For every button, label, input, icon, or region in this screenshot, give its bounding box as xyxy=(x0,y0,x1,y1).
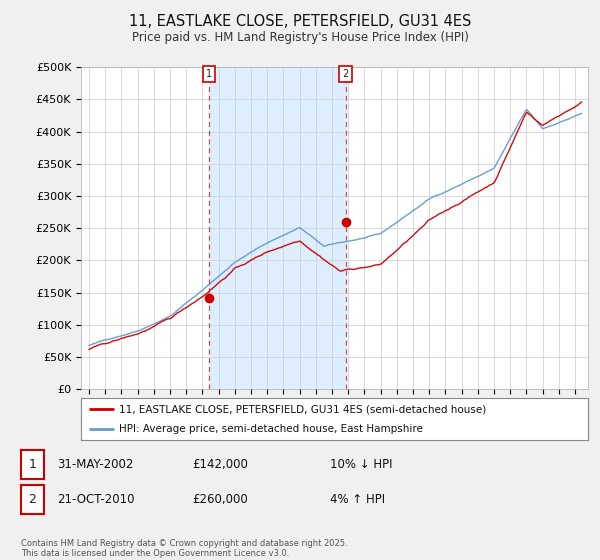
Text: £260,000: £260,000 xyxy=(192,493,248,506)
Text: 10% ↓ HPI: 10% ↓ HPI xyxy=(330,458,392,471)
Text: 21-OCT-2010: 21-OCT-2010 xyxy=(57,493,134,506)
Text: 1: 1 xyxy=(28,458,37,471)
Text: 11, EASTLAKE CLOSE, PETERSFIELD, GU31 4ES: 11, EASTLAKE CLOSE, PETERSFIELD, GU31 4E… xyxy=(129,14,471,29)
Text: HPI: Average price, semi-detached house, East Hampshire: HPI: Average price, semi-detached house,… xyxy=(119,424,423,434)
Text: 31-MAY-2002: 31-MAY-2002 xyxy=(57,458,133,471)
Text: £142,000: £142,000 xyxy=(192,458,248,471)
Text: 11, EASTLAKE CLOSE, PETERSFIELD, GU31 4ES (semi-detached house): 11, EASTLAKE CLOSE, PETERSFIELD, GU31 4E… xyxy=(119,404,486,414)
Bar xyxy=(209,67,346,389)
Text: Contains HM Land Registry data © Crown copyright and database right 2025.
This d: Contains HM Land Registry data © Crown c… xyxy=(21,539,347,558)
Text: 1: 1 xyxy=(206,69,212,78)
Text: 4% ↑ HPI: 4% ↑ HPI xyxy=(330,493,385,506)
Text: 2: 2 xyxy=(28,493,37,506)
Text: Price paid vs. HM Land Registry's House Price Index (HPI): Price paid vs. HM Land Registry's House … xyxy=(131,31,469,44)
Text: 2: 2 xyxy=(343,69,349,78)
